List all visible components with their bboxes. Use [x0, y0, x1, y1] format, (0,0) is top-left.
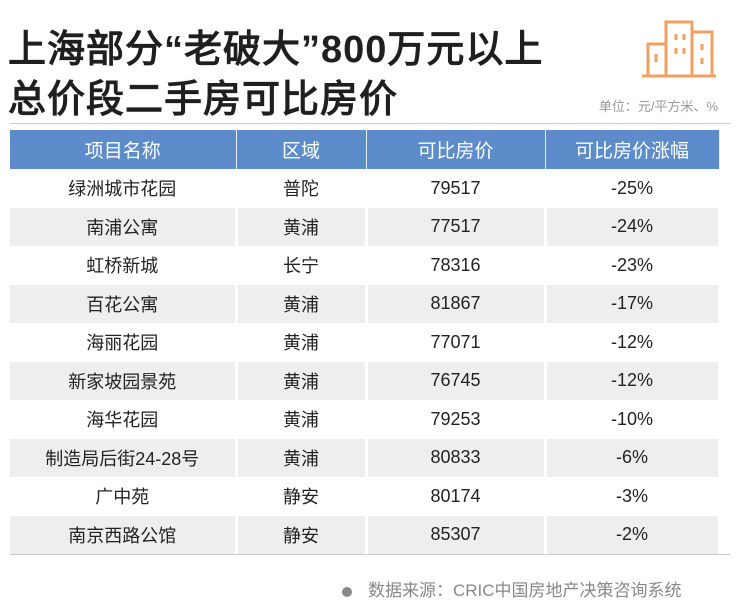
district-cell: 静安 — [236, 515, 368, 554]
change-cell: -3% — [545, 477, 721, 516]
table-row: 南京西路公馆 静安 85307 -2% — [10, 515, 721, 554]
change-cell: -2% — [545, 515, 721, 554]
price-table: 项目名称 区域 可比房价 可比房价涨幅 绿洲城市花园 普陀 79517 -25% 南浦公寓 黄浦… — [10, 130, 721, 554]
price-cell: 79253 — [366, 400, 547, 439]
price-cell: 79517 — [366, 169, 547, 208]
change-cell: -17% — [545, 284, 721, 323]
table-row: 绿洲城市花园 普陀 79517 -25% — [10, 169, 721, 208]
price-cell: 77071 — [366, 323, 547, 362]
price-cell: 80174 — [366, 477, 547, 516]
district-cell: 黄浦 — [236, 400, 368, 439]
column-header: 项目名称 — [10, 130, 237, 169]
project-name-cell: 虹桥新城 — [10, 246, 238, 285]
price-cell: 85307 — [366, 515, 547, 554]
change-cell: -12% — [545, 361, 721, 400]
district-cell: 黄浦 — [236, 207, 368, 246]
table-row: 制造局后街24-28号 黄浦 80833 -6% — [10, 438, 721, 477]
project-name-cell: 百花公寓 — [10, 284, 238, 323]
project-name-cell: 新家坡园景苑 — [10, 361, 238, 400]
column-header: 区域 — [236, 130, 367, 169]
change-cell: -25% — [545, 169, 721, 208]
district-cell: 静安 — [236, 477, 368, 516]
price-cell: 81867 — [366, 284, 547, 323]
top-divider — [10, 123, 730, 124]
project-name-cell: 广中苑 — [10, 477, 238, 516]
project-name-cell: 海丽花园 — [10, 323, 238, 362]
source-text: 数据来源：CRIC中国房地产决策咨询系统 — [368, 581, 682, 600]
table-row: 新家坡园景苑 黄浦 76745 -12% — [10, 361, 721, 400]
district-cell: 长宁 — [236, 246, 368, 285]
title-line-2: 总价段二手房可比房价 — [8, 79, 399, 121]
project-name-cell: 绿洲城市花园 — [10, 169, 238, 208]
title-line-1: 上海部分“老破大”800万元以上 — [8, 29, 544, 71]
district-cell: 黄浦 — [236, 438, 368, 477]
price-cell: 76745 — [366, 361, 547, 400]
price-cell: 80833 — [366, 438, 547, 477]
district-cell: 黄浦 — [236, 323, 368, 362]
table-row: 虹桥新城 长宁 78316 -23% — [10, 246, 721, 285]
column-header: 可比房价涨幅 — [545, 130, 720, 169]
project-name-cell: 南浦公寓 — [10, 207, 238, 246]
change-cell: -24% — [545, 207, 721, 246]
change-cell: -10% — [545, 400, 721, 439]
table-header-row: 项目名称 区域 可比房价 可比房价涨幅 — [10, 130, 720, 169]
district-cell: 黄浦 — [236, 361, 368, 400]
project-name-cell: 制造局后街24-28号 — [10, 438, 238, 477]
table-row: 南浦公寓 黄浦 77517 -24% — [10, 207, 721, 246]
buildings-icon — [642, 20, 716, 78]
bottom-divider — [10, 554, 730, 555]
unit-label: 单位：元/平方米、% — [598, 99, 718, 114]
project-name-cell: 南京西路公馆 — [10, 515, 238, 554]
price-cell: 77517 — [366, 207, 547, 246]
table-row: 百花公寓 黄浦 81867 -17% — [10, 284, 721, 323]
bullet-icon — [342, 586, 352, 597]
change-cell: -23% — [545, 246, 721, 285]
price-cell: 78316 — [366, 246, 547, 285]
table-row: 广中苑 静安 80174 -3% — [10, 477, 721, 516]
source-note: 数据来源：CRIC中国房地产决策咨询系统 — [342, 576, 682, 601]
change-cell: -6% — [545, 438, 721, 477]
table-row: 海华花园 黄浦 79253 -10% — [10, 400, 721, 439]
district-cell: 普陀 — [236, 169, 368, 208]
table-row: 海丽花园 黄浦 77071 -12% — [10, 323, 721, 362]
district-cell: 黄浦 — [236, 284, 368, 323]
project-name-cell: 海华花园 — [10, 400, 238, 439]
column-header: 可比房价 — [366, 130, 546, 169]
change-cell: -12% — [545, 323, 721, 362]
